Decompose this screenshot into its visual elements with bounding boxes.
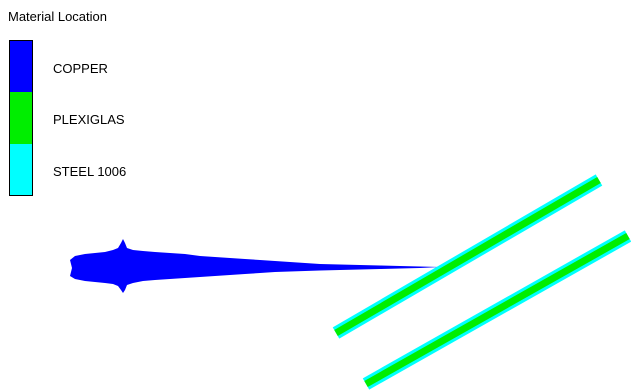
- copper-jet-fragment: [340, 265, 346, 269]
- lower-plate-plexiglas-core: [364, 232, 630, 388]
- legend-label-steel: STEEL 1006: [53, 164, 127, 179]
- copper-jet: [70, 239, 440, 293]
- legend-label-plexiglas: PLEXIGLAS: [53, 112, 125, 127]
- lower-plate: [362, 230, 631, 390]
- copper-jet-fragment: [318, 264, 323, 270]
- upper-plate: [332, 174, 603, 339]
- legend-swatch-steel: [10, 143, 32, 195]
- copper-jet-slug: [70, 239, 440, 293]
- upper-plate-plexiglas-core: [334, 176, 601, 337]
- legend-title: Material Location: [8, 9, 107, 24]
- copper-jet-fragment: [362, 265, 366, 269]
- legend-label-copper: COPPER: [53, 61, 108, 76]
- legend-color-bar: [9, 40, 33, 196]
- legend-swatch-copper: [10, 41, 32, 93]
- legend-swatch-plexiglas: [10, 92, 32, 144]
- copper-jet-fragment: [296, 264, 302, 270]
